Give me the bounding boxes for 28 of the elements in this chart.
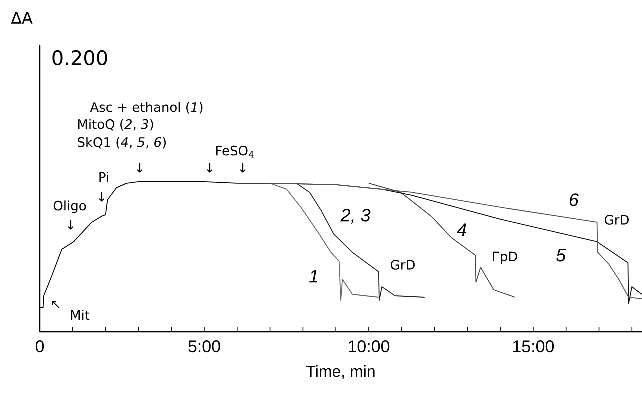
annotation: ↓ xyxy=(99,192,105,202)
annotation: GrD xyxy=(391,260,415,270)
annotation: Oligo xyxy=(54,200,86,214)
series-label: 5 xyxy=(556,249,566,262)
text: MitoQ (2, 3) xyxy=(78,119,154,131)
series-label: 1 xyxy=(309,270,318,283)
text: ↓ xyxy=(207,163,213,173)
series-label: 6 xyxy=(570,194,579,206)
annotation: Mit xyxy=(71,310,90,320)
text: ΔA xyxy=(11,12,33,24)
text: 0.200 xyxy=(52,50,108,66)
annotation: ГрD xyxy=(493,252,518,264)
x-tick-label: 5:00 xyxy=(188,340,220,353)
annotation: GrD xyxy=(605,215,629,225)
x-tick-label: 15:00 xyxy=(513,340,554,353)
text: FeSO$_{4}$ xyxy=(216,146,254,158)
text: Pi xyxy=(100,172,108,182)
annotation: ↓ xyxy=(68,220,74,230)
x-axis-title: Time, min xyxy=(306,365,375,380)
text: SkQ1 (4, 5, 6) xyxy=(78,137,166,149)
x-tick-label: 10:00 xyxy=(348,340,390,353)
series-label: 4 xyxy=(457,224,466,236)
text: Asc + ethanol (1) xyxy=(90,102,203,114)
annotation: ↖ xyxy=(52,301,60,308)
text: ↓ xyxy=(137,163,143,173)
x-tick-label: 0 xyxy=(36,340,44,353)
text: ↓ xyxy=(240,163,246,173)
series-label: 2, 3 xyxy=(340,209,371,224)
